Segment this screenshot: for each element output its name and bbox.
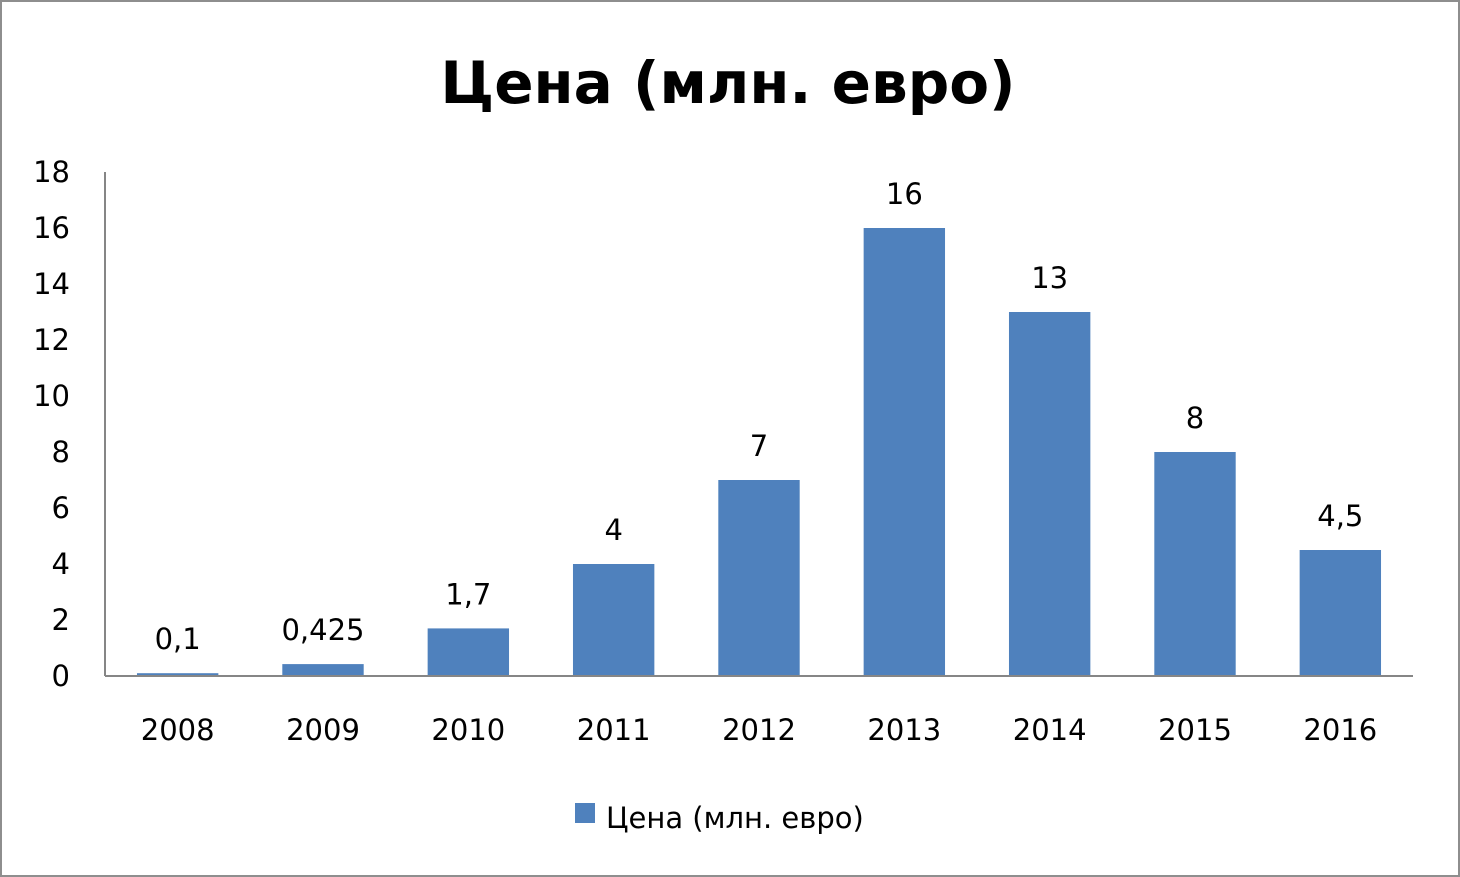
x-tick-label-2009: 2009 <box>286 713 360 747</box>
x-tick-labels: 2008 2009 2010 2011 2012 2013 2014 2015 2016 <box>141 713 1377 747</box>
bar-2010 <box>427 628 510 676</box>
y-tick-label: 8 <box>52 435 70 469</box>
data-label-2010: 1,7 <box>445 577 491 611</box>
x-tick-label-2012: 2012 <box>722 713 796 747</box>
data-label-2011: 4 <box>604 513 622 547</box>
data-label-2012: 7 <box>750 429 768 463</box>
y-tick-label: 18 <box>33 155 70 189</box>
bars <box>136 228 1382 676</box>
legend: Цена (млн. евро) <box>575 801 864 835</box>
chart-title: Цена (млн. евро) <box>440 49 1015 117</box>
y-tick-label: 6 <box>52 491 70 525</box>
data-label-2009: 0,425 <box>281 613 364 647</box>
y-tick-label: 4 <box>52 547 70 581</box>
x-tick-label-2013: 2013 <box>867 713 941 747</box>
data-label-2008: 0,1 <box>155 622 201 656</box>
bar-2008 <box>136 673 219 676</box>
y-tick-label: 10 <box>33 379 70 413</box>
x-tick-label-2010: 2010 <box>431 713 505 747</box>
y-tick-label: 16 <box>33 211 70 245</box>
bar-2012 <box>718 480 800 676</box>
x-tick-label-2014: 2014 <box>1013 713 1087 747</box>
y-tick-label: 12 <box>33 323 70 357</box>
legend-label: Цена (млн. евро) <box>606 801 864 835</box>
x-tick-label-2011: 2011 <box>577 713 651 747</box>
x-tick-label-2016: 2016 <box>1303 713 1377 747</box>
bar-2013 <box>863 228 946 676</box>
legend-swatch <box>575 803 595 823</box>
data-label-2016: 4,5 <box>1317 499 1363 533</box>
y-tick-label: 2 <box>52 603 70 637</box>
y-axis: 0 2 4 6 8 10 12 14 16 18 <box>33 155 106 693</box>
bar-2016 <box>1299 550 1382 676</box>
data-label-2014: 13 <box>1031 261 1068 295</box>
data-labels: 0,1 0,425 1,7 4 7 16 13 8 4,5 <box>155 177 1364 656</box>
y-tick-label: 0 <box>52 659 70 693</box>
x-axis: 2008 2009 2010 2011 2012 2013 2014 2015 2016 <box>105 675 1413 747</box>
data-label-2015: 8 <box>1186 401 1204 435</box>
data-label-2013: 16 <box>886 177 923 211</box>
bar-2009 <box>282 664 364 676</box>
y-tick-labels: 0 2 4 6 8 10 12 14 16 18 <box>33 155 70 693</box>
bar-2015 <box>1154 452 1236 676</box>
bar-2011 <box>572 564 655 676</box>
x-tick-label-2015: 2015 <box>1158 713 1232 747</box>
bar-2014 <box>1008 312 1091 676</box>
x-tick-label-2008: 2008 <box>141 713 215 747</box>
y-tick-label: 14 <box>33 267 70 301</box>
